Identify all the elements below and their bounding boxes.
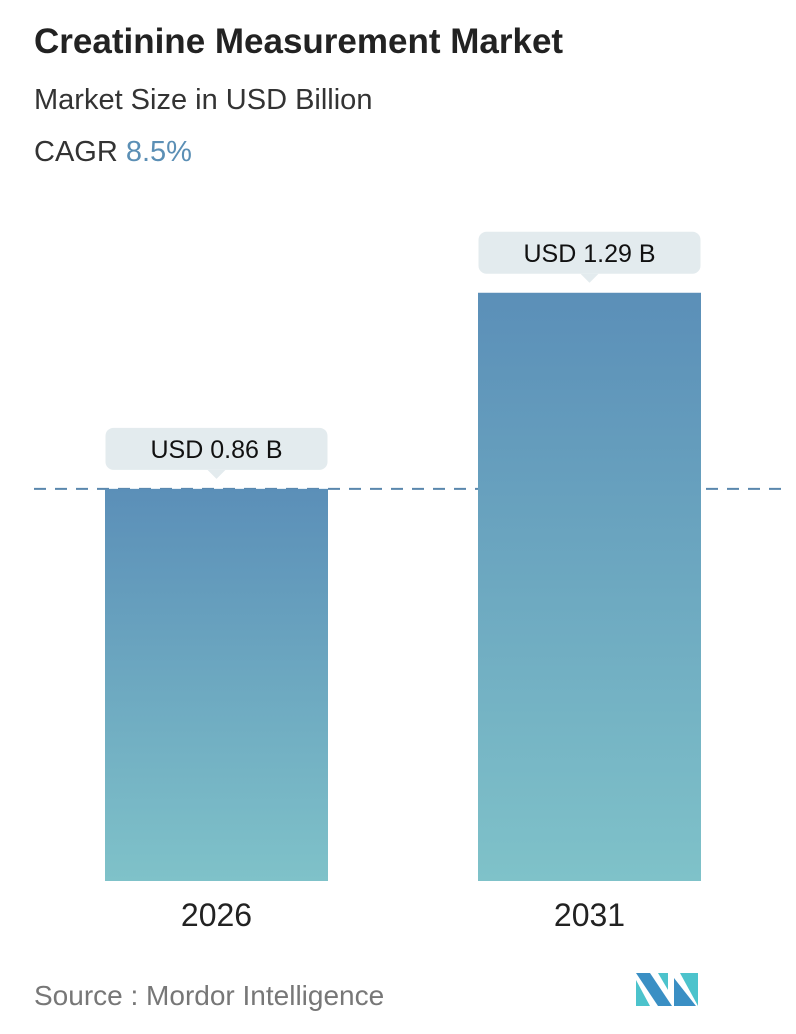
bar-2026	[105, 488, 328, 881]
cagr-value: 8.5%	[125, 136, 192, 168]
data-label-box	[478, 231, 701, 274]
cagr-label: CAGR	[34, 136, 118, 168]
chart-subtitle: Market Size in USD Billion	[34, 84, 373, 116]
cagr: CAGR 8.5%	[34, 136, 192, 169]
data-label: USD 0.86 B	[150, 436, 282, 464]
data-label-pointer	[580, 273, 599, 283]
x-tick-label: 2031	[554, 897, 625, 933]
chart-title: Creatinine Measurement Market	[34, 22, 564, 61]
x-tick-label: 2026	[181, 897, 252, 933]
source-text: Source : Mordor Intelligence	[34, 980, 385, 1011]
data-label-pointer	[207, 469, 226, 479]
bar-2031	[478, 292, 701, 881]
data-label: USD 1.29 B	[523, 240, 655, 268]
data-label-box	[105, 427, 328, 470]
